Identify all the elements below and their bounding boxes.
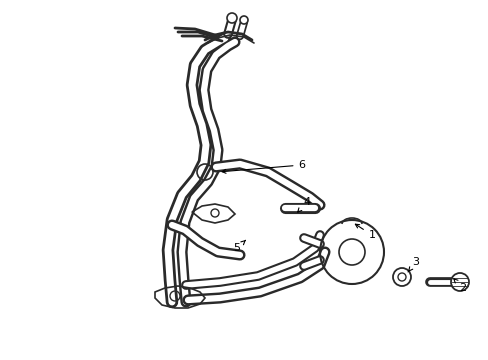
Text: 2: 2	[453, 279, 466, 293]
Circle shape	[392, 268, 410, 286]
Circle shape	[240, 16, 247, 24]
Text: 6: 6	[222, 160, 305, 173]
Circle shape	[397, 273, 405, 281]
Text: 1: 1	[355, 224, 375, 240]
Circle shape	[450, 273, 468, 291]
Text: 5: 5	[233, 240, 245, 253]
Text: 3: 3	[407, 257, 419, 272]
Circle shape	[226, 13, 237, 23]
Text: 4: 4	[297, 197, 310, 212]
